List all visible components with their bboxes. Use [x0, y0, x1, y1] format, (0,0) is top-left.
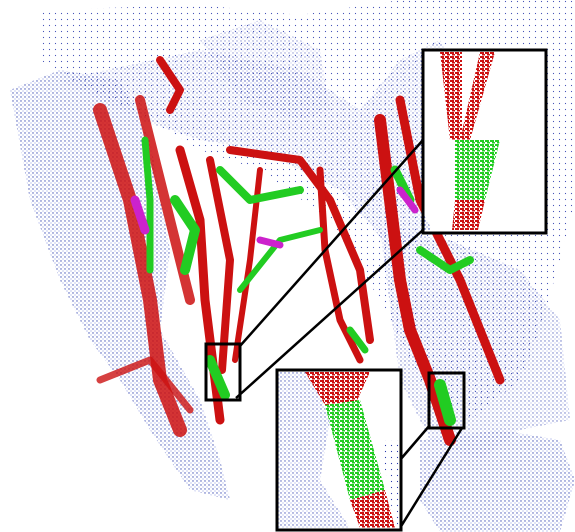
- page: [0, 0, 575, 532]
- point-cloud-render: [0, 0, 575, 532]
- zoom-inset: [277, 370, 401, 530]
- zoom-inset: [423, 50, 546, 233]
